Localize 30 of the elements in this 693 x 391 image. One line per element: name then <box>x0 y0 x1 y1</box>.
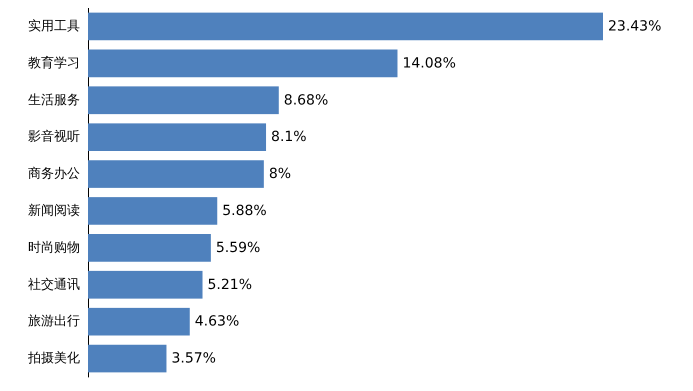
data-label: 5.21% <box>208 276 252 293</box>
y-tick-label: 商务办公 <box>28 166 80 182</box>
y-tick-label: 拍摄美化 <box>27 350 80 366</box>
bar <box>88 123 266 151</box>
bar <box>88 50 398 78</box>
y-tick-label: 社交通讯 <box>28 276 80 292</box>
y-tick-label: 旅游出行 <box>28 314 80 330</box>
bar <box>88 308 190 336</box>
data-label: 5.59% <box>216 240 260 256</box>
data-label: 14.08% <box>402 55 456 72</box>
bar <box>88 197 218 225</box>
bar <box>88 344 166 372</box>
y-tick-label: 教育学习 <box>28 54 80 71</box>
data-label: 23.43% <box>608 18 662 34</box>
bar <box>88 86 279 114</box>
y-tick-label: 实用工具 <box>28 18 80 34</box>
data-label: 3.57% <box>171 350 216 367</box>
bar <box>88 12 603 40</box>
bar <box>88 160 264 188</box>
data-label: 8% <box>268 166 292 182</box>
bar <box>88 270 203 299</box>
y-tick-label: 生活服务 <box>28 92 80 108</box>
data-label: 8.1% <box>271 129 307 146</box>
data-label: 5.88% <box>222 202 267 219</box>
y-tick-label: 新闻阅读 <box>28 203 80 218</box>
data-label: 4.63% <box>194 314 240 330</box>
bar <box>88 234 211 262</box>
y-tick-label: 影音视听 <box>28 130 80 145</box>
data-label: 8.68% <box>284 92 328 108</box>
y-tick-label: 时尚购物 <box>28 240 80 256</box>
